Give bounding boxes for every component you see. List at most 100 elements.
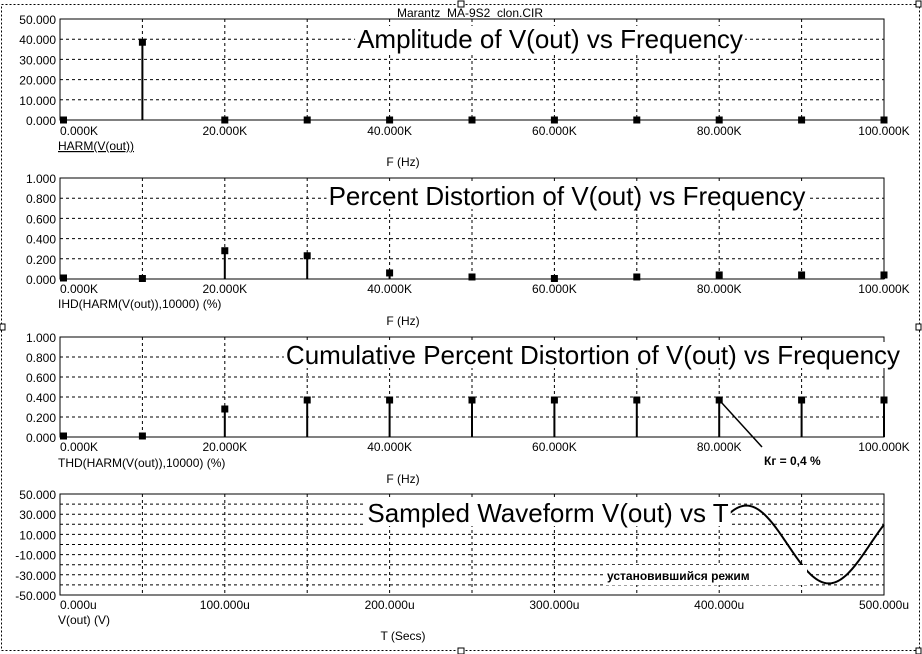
data-point-marker	[60, 116, 67, 124]
x-tick-label: 40.000K	[367, 124, 412, 138]
data-point-marker	[303, 396, 311, 404]
resize-handle-bottom-right[interactable]	[915, 647, 922, 654]
x-tick-label: 0.000K	[60, 124, 98, 138]
data-point-marker	[221, 405, 229, 413]
x-tick-label: 0.000K	[60, 440, 98, 454]
y-tick-label: 30.000	[19, 508, 56, 522]
x-tick-label: 40.000K	[367, 282, 412, 296]
chart-panel-2: 0.000 0.200 0.400 0.600 0.800 1.000 0.000K 20.0…	[26, 172, 910, 328]
annotation-label: Кг = 0,4 %	[764, 454, 821, 468]
series-label: HARM(V(out))	[58, 139, 134, 153]
resize-handle-bottom[interactable]	[457, 647, 465, 654]
resize-handle-right[interactable]	[915, 323, 922, 331]
y-tick-label: 0.200	[26, 253, 56, 267]
data-point-marker	[138, 38, 146, 46]
x-tick-label: 20.000K	[202, 440, 247, 454]
title-backing	[326, 183, 808, 209]
y-tick-label: -10.000	[15, 549, 56, 563]
title-backing	[283, 342, 903, 368]
y-tick-label: 0.400	[26, 233, 56, 247]
x-tick-label: 40.000K	[367, 440, 412, 454]
y-tick-label: 0.000	[26, 114, 56, 128]
data-point-marker	[550, 396, 558, 404]
x-tick-label: 60.000K	[532, 124, 577, 138]
data-point-marker	[798, 271, 806, 279]
chart-title: Percent Distortion of V(out) vs Frequenc…	[329, 181, 806, 211]
data-point-marker	[386, 396, 394, 404]
x-tick-label: 100.000u	[200, 598, 250, 612]
chart-title: Sampled Waveform V(out) vs T	[367, 498, 728, 528]
data-point-marker	[715, 271, 723, 279]
y-tick-label: 30.000	[19, 53, 56, 67]
data-point-marker	[798, 116, 806, 124]
data-point-marker	[880, 116, 888, 124]
annotation-backing	[603, 565, 807, 585]
x-tick-label: 0.000u	[60, 598, 97, 612]
y-tick-label: -30.000	[15, 569, 56, 583]
data-point-marker	[633, 273, 641, 281]
y-tick-label: 10.000	[19, 94, 56, 108]
y-tick-label: 50.000	[19, 488, 56, 502]
y-tick-label: 1.000	[26, 331, 56, 345]
y-tick-label: 0.800	[26, 351, 56, 365]
y-tick-label: 0.000	[26, 273, 56, 287]
data-point-marker	[138, 432, 146, 440]
x-axis-label: F (Hz)	[386, 155, 419, 169]
resize-handle-left[interactable]	[0, 323, 6, 331]
x-tick-label: 400.000u	[694, 598, 744, 612]
data-point-marker	[550, 274, 558, 282]
y-tick-label: 50.000	[19, 13, 56, 27]
waveform-line	[718, 504, 885, 585]
resize-handle-top-right[interactable]	[915, 0, 922, 8]
annotation-pointer	[718, 399, 763, 448]
x-tick-label: 60.000K	[532, 282, 577, 296]
chart-panel-3: 0.000 0.200 0.400 0.600 0.800 1.000 0.000K 20.0…	[26, 331, 910, 486]
y-tick-label: 10.000	[19, 528, 56, 542]
x-tick-label: 200.000u	[365, 598, 415, 612]
y-tick-label: 0.200	[26, 411, 56, 425]
y-tick-label: 20.000	[19, 74, 56, 88]
y-tick-label: 0.000	[26, 431, 56, 445]
x-tick-label: 100.000K	[858, 440, 909, 454]
data-point-marker	[468, 116, 476, 124]
data-point-marker	[386, 269, 394, 277]
data-point-marker	[550, 116, 558, 124]
y-tick-label: 40.000	[19, 33, 56, 47]
y-tick-label: 0.400	[26, 391, 56, 405]
data-point-marker	[221, 116, 229, 124]
data-point-marker	[798, 396, 806, 404]
window-title: Marantz_MA-9S2_clon.CIR	[397, 6, 543, 20]
y-tick-label: 0.800	[26, 192, 56, 206]
x-tick-label: 100.000K	[858, 282, 909, 296]
x-tick-label: 20.000K	[202, 124, 247, 138]
x-axis-label: T (Secs)	[380, 629, 425, 643]
data-point-marker	[221, 247, 229, 255]
x-tick-label: 300.000u	[529, 598, 579, 612]
selection-border	[1, 4, 920, 651]
title-backing	[365, 500, 731, 526]
data-point-marker	[715, 116, 723, 124]
data-point-marker	[60, 432, 67, 440]
resize-handle-top[interactable]	[457, 0, 465, 8]
annotation-label: установившийся режим	[607, 569, 750, 583]
chart-panel-4: -50.000 -30.000 -10.000 10.000 30.000 50.000 0…	[15, 488, 909, 643]
data-point-marker	[468, 273, 476, 281]
series-label: V(out) (V)	[58, 613, 110, 627]
chart-panel-1: 0.000 10.000 20.000 30.000 40.000 50.000 0.000…	[19, 13, 909, 169]
data-point-marker	[386, 116, 394, 124]
data-point-marker	[880, 396, 888, 404]
chart-title: Amplitude of V(out) vs Frequency	[357, 24, 743, 54]
data-point-marker	[633, 396, 641, 404]
data-point-marker	[468, 396, 476, 404]
x-tick-label: 100.000K	[858, 124, 909, 138]
y-tick-label: -50.000	[15, 589, 56, 603]
x-tick-label: 80.000K	[697, 282, 742, 296]
x-tick-label: 500.000u	[859, 598, 909, 612]
x-tick-label: 80.000K	[697, 440, 742, 454]
x-tick-label: 80.000K	[697, 124, 742, 138]
y-tick-label: 0.600	[26, 212, 56, 226]
title-backing	[355, 26, 745, 52]
y-tick-label: 0.600	[26, 371, 56, 385]
data-point-marker	[880, 271, 888, 279]
